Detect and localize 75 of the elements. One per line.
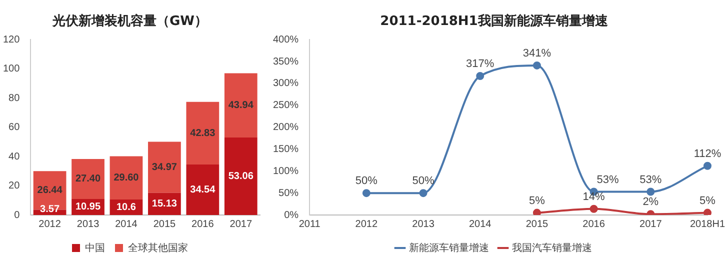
data-label: 34.54	[190, 184, 216, 196]
data-label: 10.95	[76, 202, 101, 213]
bar	[224, 137, 258, 215]
data-label: 15.13	[152, 198, 178, 210]
legend-label: 全球其他国家	[128, 242, 188, 254]
data-label: 43.94	[228, 100, 254, 112]
bar	[186, 164, 220, 215]
data-label: 5%	[529, 194, 546, 207]
point	[703, 162, 712, 170]
x-tick-label: 2012	[38, 218, 62, 230]
data-label: 14%	[582, 190, 606, 203]
data-label: 10.6	[116, 202, 136, 214]
data-label: 2%	[642, 196, 659, 208]
bar	[186, 102, 220, 165]
data-label: 112%	[694, 148, 722, 160]
y-tick-label: 300%	[273, 78, 299, 90]
bar	[72, 158, 104, 199]
y-tick-label: 100%	[273, 166, 299, 177]
x-tick-label: 2013	[76, 218, 100, 230]
point	[419, 189, 428, 198]
legend-label: 新能源车销量增速	[409, 242, 489, 254]
y-tick-label: 100	[2, 64, 20, 75]
y-tick-label: 0%	[284, 210, 299, 221]
data-label: 29.60	[114, 172, 140, 184]
y-tick-label: 250%	[273, 100, 299, 112]
point	[362, 189, 370, 198]
y-tick-label: 120	[2, 34, 20, 46]
data-label: 34.97	[152, 162, 178, 174]
y-tick-label: 40	[8, 151, 20, 162]
data-label: 53.06	[228, 170, 254, 182]
y-tick-label: 200%	[273, 122, 299, 134]
y-tick-label: 0	[14, 210, 20, 221]
data-label: 3.57	[40, 204, 60, 215]
data-label: 5%	[700, 194, 716, 207]
x-tick-label: 2017	[230, 218, 252, 230]
y-tick-label: 50%	[278, 188, 299, 199]
y-tick-label: 20	[8, 180, 20, 192]
x-tick-label: 2015	[526, 218, 549, 230]
chart-title: 光伏新增装机容量（GW）	[51, 13, 208, 30]
chart-title: 2011-2018H1我国新能源车销量增速	[380, 13, 609, 30]
data-label: 53%	[640, 174, 662, 186]
point	[532, 61, 541, 70]
data-label: 53%	[596, 174, 620, 186]
x-tick-label: 2011	[298, 218, 321, 230]
legend-label: 我国汽车销量增速	[512, 242, 592, 254]
x-tick-label: 2012	[355, 218, 378, 230]
y-tick-label: 400%	[273, 34, 299, 46]
x-tick-label: 2015	[153, 218, 176, 230]
x-tick-label: 2013	[412, 218, 435, 230]
point	[646, 188, 655, 196]
x-tick-label: 2016	[192, 218, 214, 230]
data-label: 42.83	[190, 128, 216, 139]
x-tick-label: 2018H1	[690, 218, 726, 230]
x-tick-label: 2014	[115, 218, 138, 230]
x-tick-label: 2014	[468, 218, 492, 230]
point	[590, 204, 598, 213]
x-tick-label: 2016	[582, 218, 606, 230]
data-label: 50%	[355, 175, 378, 188]
data-label: 317%	[466, 58, 494, 70]
legend-label: 中国	[85, 242, 105, 254]
bar	[148, 142, 181, 193]
y-tick-label: 150%	[273, 144, 299, 155]
data-label: 50%	[412, 175, 434, 188]
y-tick-label: 60	[8, 122, 20, 134]
data-label: 341%	[522, 48, 552, 60]
bar	[110, 156, 143, 200]
data-label: 27.40	[76, 174, 101, 185]
bar	[224, 73, 258, 138]
data-label: 26.44	[37, 185, 63, 196]
point	[703, 208, 712, 215]
x-tick-label: 2017	[640, 218, 662, 230]
y-tick-label: 350%	[273, 56, 299, 68]
y-tick-label: 80	[8, 92, 20, 104]
point	[532, 208, 541, 215]
point	[476, 72, 484, 80]
